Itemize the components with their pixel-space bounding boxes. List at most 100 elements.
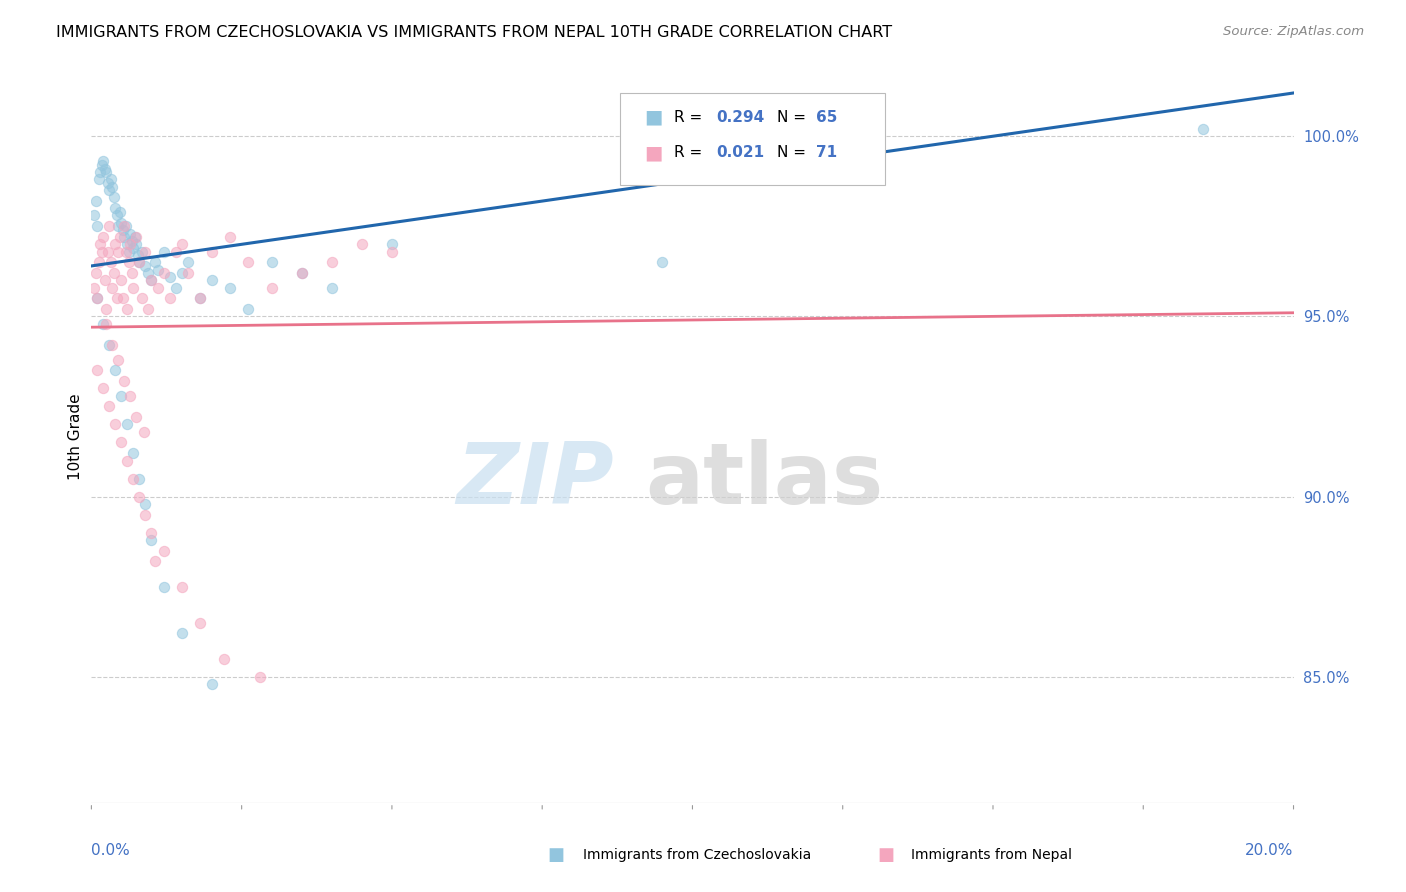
Text: atlas: atlas (645, 440, 884, 523)
Point (321, 280, 343, 294)
Point (98, 219, 121, 234)
Point (260, 280, 283, 294)
Point (93, 154, 115, 169)
Point (134, 508, 156, 522)
Point (152, 543, 174, 558)
Point (176, 255, 198, 269)
Text: ZIP: ZIP (457, 440, 614, 523)
Point (89, 237, 111, 252)
Point (93, 317, 115, 331)
Point (118, 244, 141, 259)
Point (125, 230, 148, 244)
Point (114, 219, 136, 234)
Point (120, 389, 142, 403)
Text: N =: N = (776, 145, 810, 161)
Point (96, 165, 118, 179)
Point (218, 280, 240, 294)
Point (134, 497, 156, 511)
Point (128, 490, 150, 504)
Point (381, 237, 404, 252)
Point (201, 677, 224, 691)
FancyBboxPatch shape (620, 94, 884, 185)
Point (101, 280, 124, 294)
Point (128, 255, 150, 269)
Point (107, 244, 129, 259)
Point (98, 400, 121, 414)
Point (120, 237, 142, 252)
Point (122, 471, 145, 485)
Point (122, 241, 145, 255)
Point (146, 262, 169, 277)
Point (117, 417, 139, 432)
Point (86, 291, 108, 305)
Point (93, 273, 115, 287)
Point (236, 302, 259, 317)
Point (121, 234, 143, 248)
Point (134, 425, 156, 439)
Point (120, 227, 142, 241)
Point (84, 266, 107, 280)
Point (93, 230, 115, 244)
Point (138, 302, 160, 317)
Point (152, 580, 174, 594)
Point (218, 230, 240, 244)
Point (138, 266, 160, 280)
Point (118, 255, 141, 269)
Text: N =: N = (776, 110, 810, 125)
Point (110, 205, 132, 219)
Text: ■: ■ (644, 108, 662, 127)
Point (86, 291, 108, 305)
Point (87, 172, 110, 186)
Point (125, 410, 148, 425)
Point (201, 244, 224, 259)
Point (260, 255, 283, 269)
Point (201, 273, 224, 287)
Point (381, 244, 404, 259)
Point (170, 626, 193, 640)
Point (131, 291, 153, 305)
Point (176, 266, 198, 280)
Point (97, 244, 120, 259)
Point (104, 417, 127, 432)
Point (84, 194, 107, 208)
Point (114, 230, 136, 244)
Point (188, 291, 211, 305)
Point (100, 172, 122, 186)
Point (86, 219, 108, 234)
Point (105, 209, 128, 223)
Point (291, 266, 314, 280)
Point (134, 259, 156, 273)
Point (104, 363, 127, 377)
Point (86, 363, 108, 377)
Text: Immigrants from Nepal: Immigrants from Nepal (911, 847, 1073, 862)
Point (122, 446, 145, 460)
Point (125, 237, 148, 252)
Text: 71: 71 (817, 145, 838, 161)
Point (188, 615, 211, 630)
Point (115, 244, 138, 259)
Point (96, 317, 118, 331)
Point (159, 269, 181, 284)
Text: R =: R = (675, 145, 707, 161)
Point (103, 190, 125, 204)
Text: ■: ■ (877, 846, 894, 863)
Point (96, 302, 118, 317)
Text: IMMIGRANTS FROM CZECHOSLOVAKIA VS IMMIGRANTS FROM NEPAL 10TH GRADE CORRELATION C: IMMIGRANTS FROM CZECHOSLOVAKIA VS IMMIGR… (56, 25, 893, 40)
Point (115, 219, 138, 234)
Point (98, 183, 121, 197)
Point (83, 209, 105, 223)
Point (93, 381, 115, 395)
Point (128, 255, 150, 269)
Point (146, 280, 169, 294)
Point (212, 651, 235, 665)
Point (291, 266, 314, 280)
Text: 20.0%: 20.0% (1246, 843, 1294, 858)
Point (350, 237, 373, 252)
Point (111, 291, 134, 305)
Point (107, 219, 129, 234)
Point (165, 244, 187, 259)
Point (105, 291, 128, 305)
Point (170, 266, 193, 280)
Point (143, 554, 166, 568)
Point (128, 471, 150, 485)
